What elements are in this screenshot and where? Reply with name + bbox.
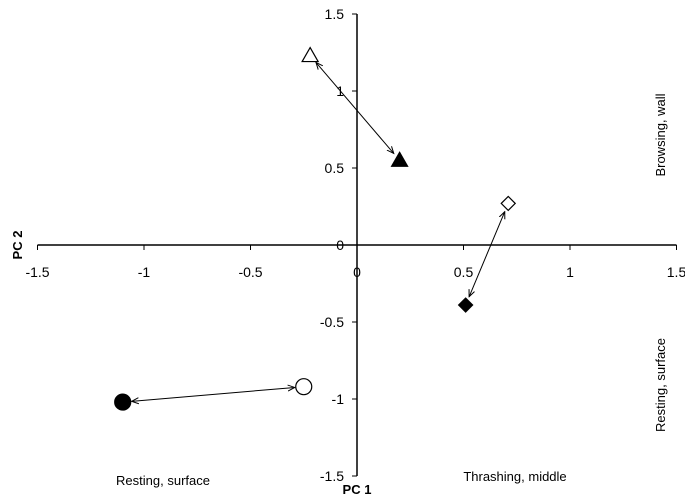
open-circle-point (295, 378, 313, 396)
x-tick-label: -1.5 (25, 264, 49, 280)
annotation-browsing-wall: Browsing, wall (653, 93, 668, 176)
x-tick-label: 1.5 (667, 264, 685, 280)
filled-triangle-point (390, 151, 409, 167)
x-tick-label: -1 (138, 264, 151, 280)
data-points (114, 46, 517, 411)
annotation-thrashing-middle: Thrashing, middle (463, 469, 566, 484)
arrow-connectors (132, 62, 505, 401)
y-tick-label: -1 (332, 391, 345, 407)
x-axis-ticks: -1.5 -1 -0.5 0 0.5 1 1.5 (25, 245, 685, 280)
filled-diamond-point (457, 297, 474, 313)
y-tick-label: -1.5 (320, 468, 344, 484)
x-axis-label: PC 1 (343, 482, 372, 497)
y-axis-label: PC 2 (10, 231, 25, 260)
x-tick-label: 0.5 (454, 264, 474, 280)
double-arrow (316, 62, 394, 153)
x-tick-label: 0 (353, 264, 361, 280)
double-arrow (469, 212, 505, 297)
y-tick-label: 0.5 (325, 160, 345, 176)
open-diamond-point (500, 195, 517, 212)
y-tick-label: 1.5 (325, 6, 345, 22)
annotation-resting-surface-bottom: Resting, surface (116, 473, 210, 488)
y-tick-label: 0 (336, 237, 344, 253)
x-tick-label: -0.5 (238, 264, 262, 280)
open-triangle-point (301, 46, 320, 63)
y-tick-label: -0.5 (320, 314, 344, 330)
double-arrow (132, 387, 295, 401)
filled-circle-point (114, 393, 132, 411)
x-tick-label: 1 (566, 264, 574, 280)
annotation-resting-surface-right: Resting, surface (653, 338, 668, 432)
